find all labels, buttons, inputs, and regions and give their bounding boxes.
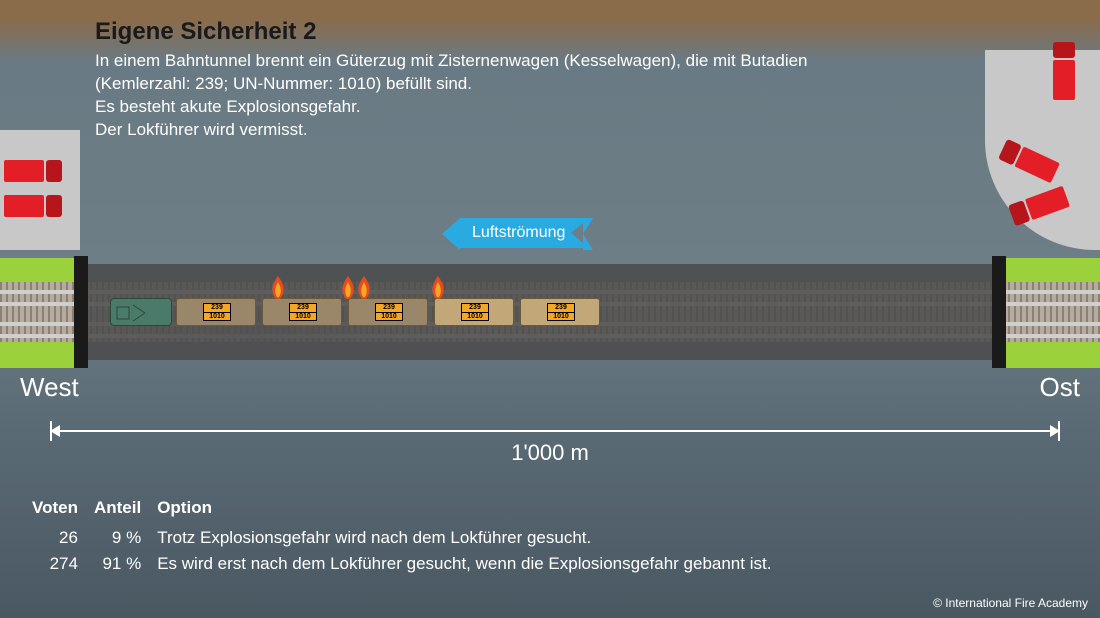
tank-wagon: 2391010 (262, 298, 342, 326)
hazmat-placard: 2391010 (203, 303, 231, 321)
hazmat-placard: 2391010 (375, 303, 403, 321)
flame-icon (356, 276, 372, 300)
flame-icon (270, 276, 286, 300)
hazmat-placard: 2391010 (547, 303, 575, 321)
flame-icon (340, 276, 356, 300)
fire-truck-icon (1053, 42, 1075, 100)
label-east: Ost (1040, 372, 1080, 403)
col-votes: Voten (32, 496, 92, 524)
loco-detail-icon (111, 299, 173, 327)
cell-share: 91 % (94, 552, 155, 576)
airflow-label: Luftströmung (472, 224, 565, 241)
staging-area-west (0, 130, 80, 250)
locomotive (110, 298, 172, 326)
airflow-arrow: Luftströmung (460, 218, 583, 248)
fire-truck-icon (4, 160, 62, 182)
grass-west-bot (0, 340, 80, 368)
page-title: Eigene Sicherheit 2 (95, 18, 960, 46)
fire-truck-icon (4, 195, 62, 217)
cell-share: 9 % (94, 526, 155, 550)
hazmat-placard: 2391010 (289, 303, 317, 321)
label-west: West (20, 372, 79, 403)
table-row: 27491 %Es wird erst nach dem Lokführer g… (32, 552, 785, 576)
tank-wagon: 2391010 (520, 298, 600, 326)
portal-east (992, 256, 1006, 368)
flame-icon (430, 276, 446, 300)
cell-votes: 274 (32, 552, 92, 576)
vote-table: Voten Anteil Option 269 %Trotz Explosion… (30, 494, 787, 578)
tank-wagon: 2391010 (434, 298, 514, 326)
hazmat-placard: 2391010 (461, 303, 489, 321)
col-share: Anteil (94, 496, 155, 524)
grass-east-bot (1000, 340, 1100, 368)
copyright: © International Fire Academy (933, 596, 1088, 610)
header: Eigene Sicherheit 2 In einem Bahntunnel … (95, 18, 960, 142)
dimension-label: 1'000 m (511, 440, 589, 466)
col-option: Option (157, 496, 785, 524)
cell-option: Trotz Explosionsgefahr wird nach dem Lok… (157, 526, 785, 550)
dimension-line (50, 430, 1060, 432)
tank-wagon: 2391010 (176, 298, 256, 326)
cell-votes: 26 (32, 526, 92, 550)
description: In einem Bahntunnel brennt ein Güterzug … (95, 50, 960, 142)
cell-option: Es wird erst nach dem Lokführer gesucht,… (157, 552, 785, 576)
table-row: 269 %Trotz Explosionsgefahr wird nach de… (32, 526, 785, 550)
tank-wagon: 2391010 (348, 298, 428, 326)
